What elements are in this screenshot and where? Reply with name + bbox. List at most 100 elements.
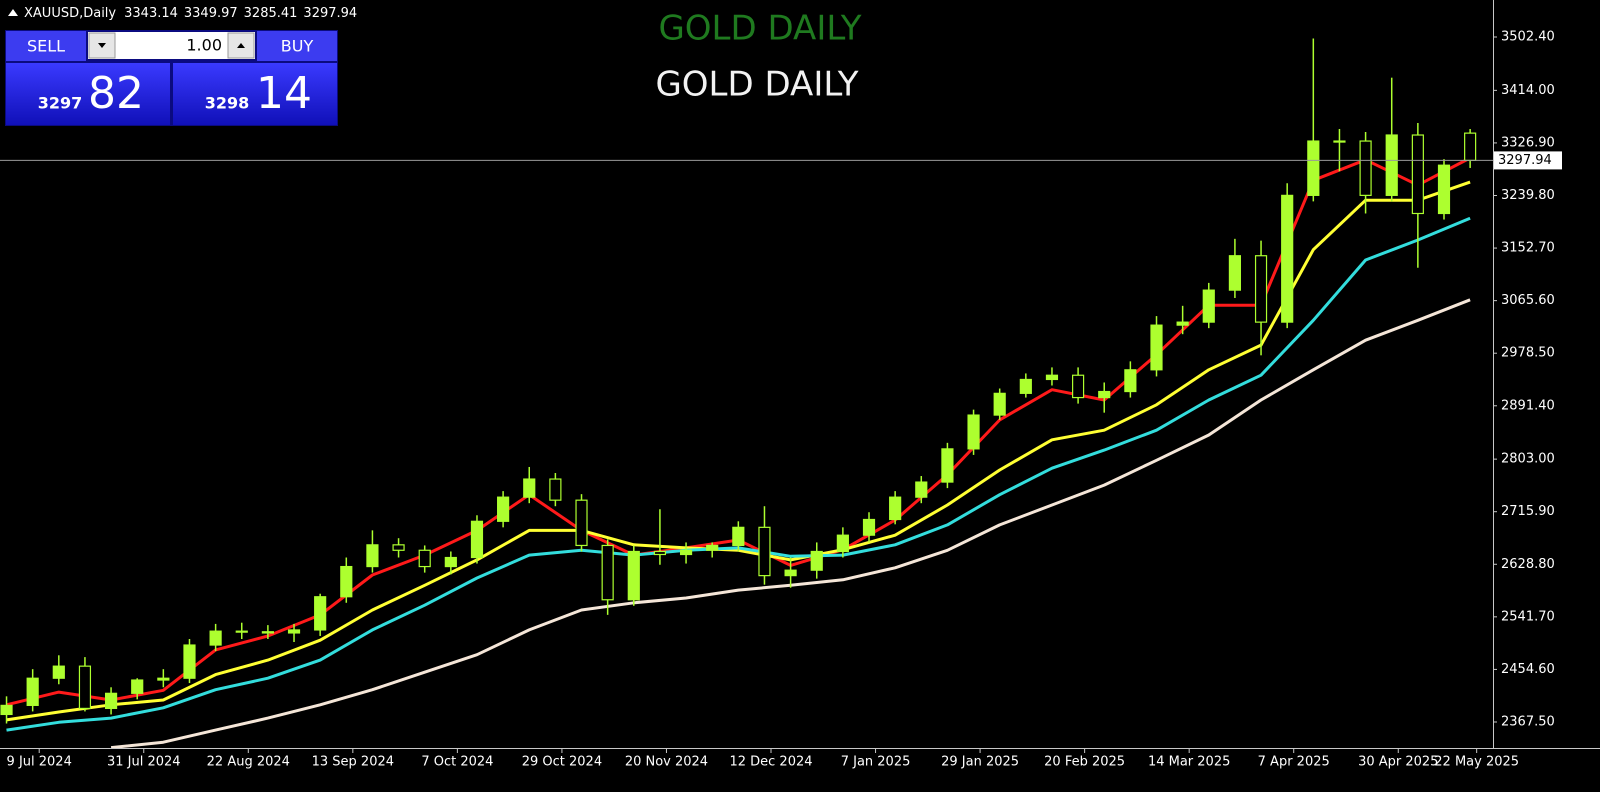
low-value: 3285.41 [244,6,298,21]
x-tick-label: 20 Nov 2024 [625,755,708,770]
x-tick-label: 7 Oct 2024 [421,755,493,770]
candle-body [784,569,797,577]
candle-body [497,496,510,522]
lot-input[interactable] [88,32,255,59]
bid-prefix: 3297 [38,94,83,113]
candle-body [444,556,457,568]
bid-box[interactable] [6,63,170,125]
candle-body [1307,140,1320,196]
candle-body [1254,255,1268,323]
x-tick-label: 30 Apr 2025 [1358,755,1438,770]
header: XAUUSD,Daily 3343.14 3349.97 3285.41 3297.94 [8,6,357,21]
candle-body [601,544,614,601]
x-tick-label: 29 Oct 2024 [522,755,602,770]
candle-body [1437,164,1451,215]
candle-body [131,679,144,694]
candle-body [1124,369,1137,393]
candle-body [183,644,196,679]
symbol: XAUUSD,Daily [24,6,116,21]
candle-body [1150,324,1163,371]
candle-body [575,499,588,547]
candle-body [1072,374,1085,399]
candle-body [679,549,693,556]
current-price-label: 3297.94 [1498,153,1552,168]
candle-body [1385,134,1398,196]
open-value: 3343.14 [124,6,178,21]
candle-body [627,550,640,601]
x-tick-label: 29 Jan 2025 [941,755,1019,770]
x-tick-label: 22 Aug 2024 [207,755,290,770]
y-tick-label: 2367.50 [1501,714,1555,729]
candle-body [0,704,13,716]
current-price-box [1494,151,1562,170]
candle-body [104,692,118,710]
candle-body [470,520,484,559]
ask-box[interactable] [173,63,337,125]
candle-body [758,526,771,577]
up-arrow [237,43,245,48]
y-tick-label: 3065.60 [1501,293,1555,308]
candle-body [889,496,902,521]
y-tick-label: 3414.00 [1501,83,1555,98]
candle-body [287,629,301,634]
x-tick-label: 22 May 2025 [1434,755,1519,770]
candle-body [549,478,562,501]
candle-body [810,550,823,571]
candle-body [993,392,1006,416]
x-tick-label: 20 Feb 2025 [1044,755,1125,770]
candle-body [1411,134,1424,215]
buy-button[interactable] [257,31,337,61]
ask-prefix: 3298 [205,94,250,113]
ask-digits: 14 [256,68,312,119]
bid-digits: 82 [88,68,144,119]
chart-subtitle: GOLD DAILY [655,65,858,105]
candle-body [941,448,954,483]
candle-body [1019,378,1032,394]
candle-body [78,665,92,710]
header-ohlc: XAUUSD,Daily 3343.14 3349.97 3285.41 3297.94 [24,6,357,21]
candle-body [209,630,222,646]
candle-body [418,549,431,568]
sell-button[interactable] [6,31,86,61]
plot-area [0,38,1493,748]
candle-body [1202,289,1215,323]
candle-body [261,631,274,634]
y-tick-label: 2715.90 [1501,504,1555,519]
x-tick-label: 31 Jul 2024 [107,755,181,770]
x-tick-label: 12 Dec 2024 [729,755,812,770]
down-arrow [98,43,106,48]
candle-body [314,596,327,631]
y-tick-label: 2454.60 [1501,662,1555,677]
candle-body [706,544,719,551]
candle-body [1464,132,1477,162]
y-tick-label: 2803.00 [1501,452,1555,467]
candle-body [653,550,667,556]
candle-body [523,478,536,498]
candle-body [1228,255,1241,291]
candle-body [392,544,405,551]
x-tick-label: 14 Mar 2025 [1148,755,1230,770]
candle-body [1045,374,1059,381]
candle-body [836,534,849,553]
collapse-icon[interactable] [8,9,18,16]
close-value: 3297.94 [303,6,357,21]
high-value: 3349.97 [184,6,238,21]
candle-body [967,414,980,450]
candle-body [1359,140,1372,196]
y-tick-label: 3502.40 [1501,29,1555,44]
candle-body [340,565,353,598]
candle-body [915,481,928,498]
candle-body [1333,140,1346,143]
y-tick-label: 2978.50 [1501,346,1555,361]
candle-body [732,526,745,547]
x-tick-label: 7 Jan 2025 [841,755,911,770]
y-tick-label: 2541.70 [1501,609,1555,624]
candle-body [1176,321,1189,326]
candle-body [26,677,39,706]
x-tick-label: 7 Apr 2025 [1258,755,1330,770]
axes: 2367.50 2454.60 2541.70 2628.80 2715.90 2803.… [7,29,1562,770]
candle-body [366,544,379,568]
candle-body [235,630,248,633]
